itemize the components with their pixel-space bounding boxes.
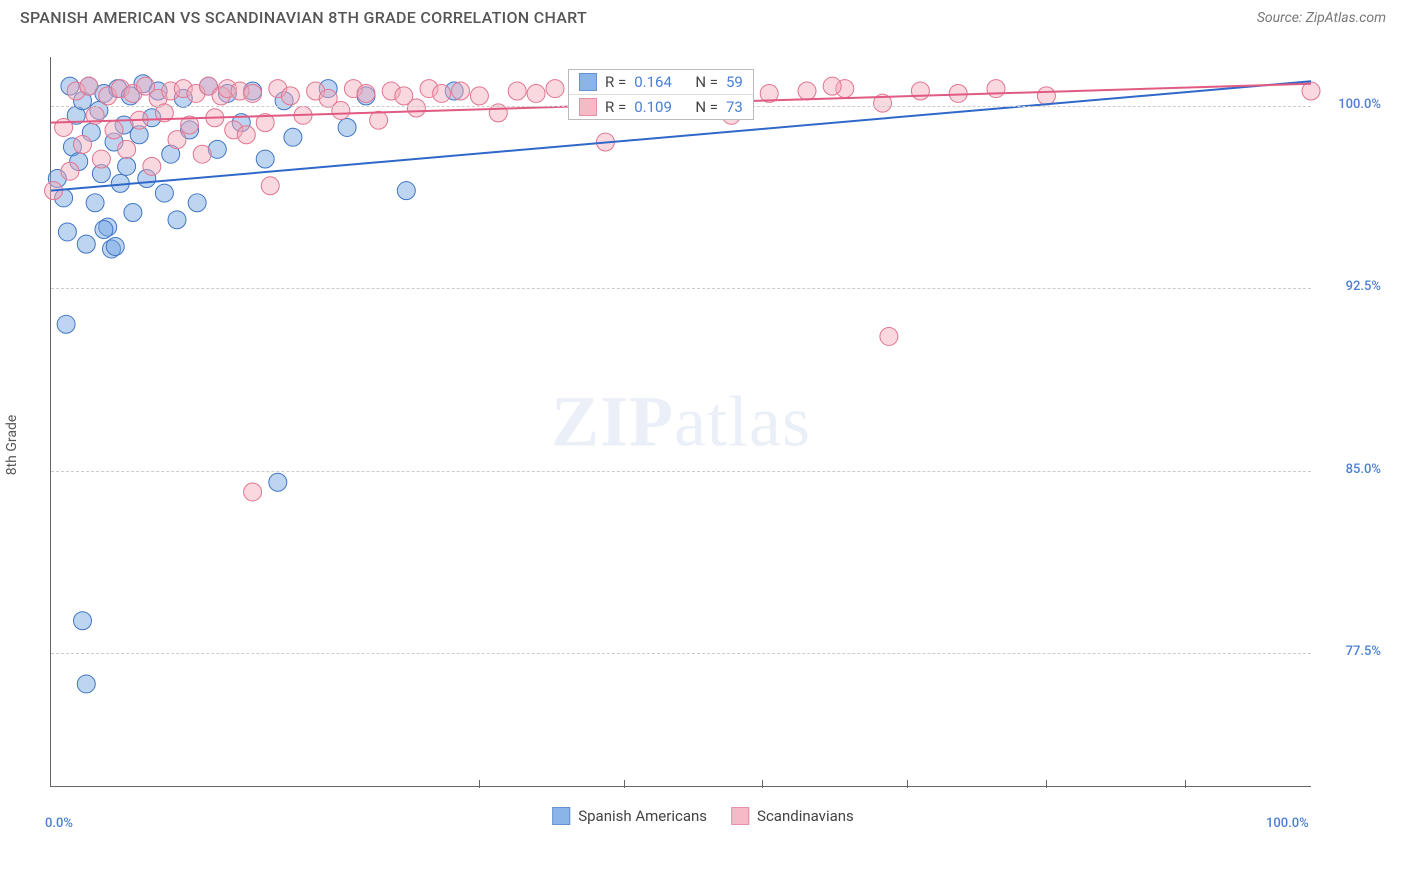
- legend-stats-box: R = 0.164 N = 59R = 0.109 N = 73: [568, 69, 754, 120]
- data-point: [118, 157, 136, 175]
- data-point: [77, 675, 95, 693]
- xtick: [479, 780, 480, 788]
- data-point: [143, 157, 161, 175]
- data-point: [452, 82, 470, 100]
- data-point: [546, 80, 564, 98]
- ytick-label: 77.5%: [1346, 644, 1381, 659]
- chart-title: SPANISH AMERICAN VS SCANDINAVIAN 8TH GRA…: [20, 8, 587, 27]
- data-point: [370, 111, 388, 129]
- legend-label: Spanish Americans: [578, 807, 707, 825]
- data-point: [527, 84, 545, 102]
- data-point: [508, 82, 526, 100]
- plot-area: ZIPatlas R = 0.164 N = 59R = 0.109 N = 7…: [50, 57, 1311, 787]
- ytick-label: 92.5%: [1346, 279, 1381, 294]
- data-point: [470, 87, 488, 105]
- legend-item: Scandinavians: [731, 807, 854, 825]
- data-point: [1037, 87, 1055, 105]
- data-point: [407, 99, 425, 117]
- data-point: [188, 194, 206, 212]
- data-point: [118, 140, 136, 158]
- data-point: [284, 128, 302, 146]
- data-point: [256, 150, 274, 168]
- data-point: [168, 131, 186, 149]
- stat-n-label: N =: [695, 73, 718, 91]
- legend-swatch: [552, 807, 570, 825]
- data-point: [77, 235, 95, 253]
- data-point: [58, 223, 76, 241]
- ytick-label: 100.0%: [1338, 97, 1381, 112]
- stat-r-label: R =: [605, 73, 626, 91]
- legend-swatch: [731, 807, 749, 825]
- stat-n-value: 73: [726, 98, 743, 116]
- bottom-legend: Spanish Americans Scandinavians: [552, 807, 854, 825]
- y-axis-label: 8th Grade: [4, 415, 20, 476]
- data-point: [880, 327, 898, 345]
- data-point: [357, 84, 375, 102]
- data-point: [106, 238, 124, 256]
- xtick: [1185, 780, 1186, 788]
- stat-n-label: N =: [695, 98, 718, 116]
- data-point: [61, 162, 79, 180]
- ytick-label: 85.0%: [1346, 462, 1381, 477]
- data-point: [74, 135, 92, 153]
- data-point: [244, 84, 262, 102]
- xtick: [624, 780, 625, 788]
- gridline: [51, 653, 1311, 654]
- data-point: [124, 204, 142, 222]
- data-point: [261, 177, 279, 195]
- stat-r-value: 0.109: [634, 98, 672, 116]
- data-point: [80, 77, 98, 95]
- legend-swatch: [579, 98, 597, 116]
- legend-stats-row: R = 0.109 N = 73: [569, 94, 753, 119]
- chart-source: Source: ZipAtlas.com: [1257, 10, 1386, 26]
- data-point: [74, 612, 92, 630]
- gridline: [51, 288, 1311, 289]
- legend-item: Spanish Americans: [552, 807, 707, 825]
- xtick: [1046, 780, 1047, 788]
- data-point: [338, 118, 356, 136]
- data-point: [244, 483, 262, 501]
- data-point: [397, 182, 415, 200]
- data-point: [269, 473, 287, 491]
- data-point: [168, 211, 186, 229]
- data-point: [155, 184, 173, 202]
- stat-r-value: 0.164: [634, 73, 672, 91]
- data-point: [105, 121, 123, 139]
- xtick-label: 100.0%: [1266, 816, 1309, 831]
- data-point: [281, 87, 299, 105]
- data-point: [798, 82, 816, 100]
- data-point: [86, 194, 104, 212]
- data-point: [332, 101, 350, 119]
- legend-label: Scandinavians: [757, 807, 854, 825]
- xtick: [762, 780, 763, 788]
- data-point: [911, 82, 929, 100]
- xtick: [907, 780, 908, 788]
- data-point: [92, 150, 110, 168]
- data-point: [237, 126, 255, 144]
- legend-stats-row: R = 0.164 N = 59: [569, 70, 753, 94]
- data-point: [95, 221, 113, 239]
- gridline: [51, 471, 1311, 472]
- chart-area: 8th Grade ZIPatlas R = 0.164 N = 59R = 0…: [0, 37, 1406, 837]
- data-point: [823, 77, 841, 95]
- legend-swatch: [579, 73, 597, 91]
- stat-r-label: R =: [605, 98, 626, 116]
- data-point: [57, 315, 75, 333]
- data-point: [193, 145, 211, 163]
- data-point: [987, 80, 1005, 98]
- scatter-svg: [51, 57, 1311, 786]
- xtick-label: 0.0%: [45, 816, 73, 831]
- stat-n-value: 59: [726, 73, 743, 91]
- data-point: [433, 84, 451, 102]
